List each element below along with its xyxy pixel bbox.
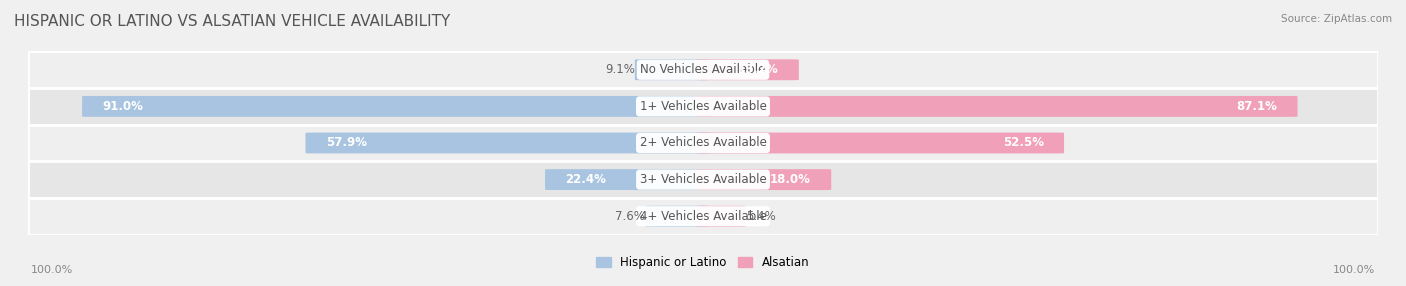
Text: 2+ Vehicles Available: 2+ Vehicles Available <box>640 136 766 150</box>
Text: 5.4%: 5.4% <box>747 210 776 223</box>
FancyBboxPatch shape <box>546 169 710 190</box>
Text: 52.5%: 52.5% <box>1002 136 1043 150</box>
FancyBboxPatch shape <box>82 96 710 117</box>
FancyBboxPatch shape <box>696 169 831 190</box>
Text: 1+ Vehicles Available: 1+ Vehicles Available <box>640 100 766 113</box>
Text: 100.0%: 100.0% <box>31 265 73 275</box>
Text: 13.2%: 13.2% <box>738 63 779 76</box>
FancyBboxPatch shape <box>305 133 710 153</box>
FancyBboxPatch shape <box>696 59 799 80</box>
Text: 100.0%: 100.0% <box>1333 265 1375 275</box>
FancyBboxPatch shape <box>645 206 710 227</box>
Bar <box>28 161 1378 198</box>
Legend: Hispanic or Latino, Alsatian: Hispanic or Latino, Alsatian <box>596 256 810 269</box>
Bar <box>28 88 1378 125</box>
FancyBboxPatch shape <box>696 133 1064 153</box>
Text: 18.0%: 18.0% <box>770 173 811 186</box>
Text: 57.9%: 57.9% <box>326 136 367 150</box>
Text: 4+ Vehicles Available: 4+ Vehicles Available <box>640 210 766 223</box>
Text: 22.4%: 22.4% <box>565 173 606 186</box>
Text: 91.0%: 91.0% <box>103 100 143 113</box>
Bar <box>28 125 1378 161</box>
Text: 87.1%: 87.1% <box>1236 100 1277 113</box>
Text: 3+ Vehicles Available: 3+ Vehicles Available <box>640 173 766 186</box>
FancyBboxPatch shape <box>696 206 747 227</box>
Text: HISPANIC OR LATINO VS ALSATIAN VEHICLE AVAILABILITY: HISPANIC OR LATINO VS ALSATIAN VEHICLE A… <box>14 14 450 29</box>
Text: 9.1%: 9.1% <box>605 63 636 76</box>
Text: 7.6%: 7.6% <box>614 210 645 223</box>
FancyBboxPatch shape <box>636 59 710 80</box>
Text: No Vehicles Available: No Vehicles Available <box>640 63 766 76</box>
Bar <box>28 198 1378 235</box>
Text: Source: ZipAtlas.com: Source: ZipAtlas.com <box>1281 14 1392 24</box>
FancyBboxPatch shape <box>696 96 1298 117</box>
Bar <box>28 51 1378 88</box>
